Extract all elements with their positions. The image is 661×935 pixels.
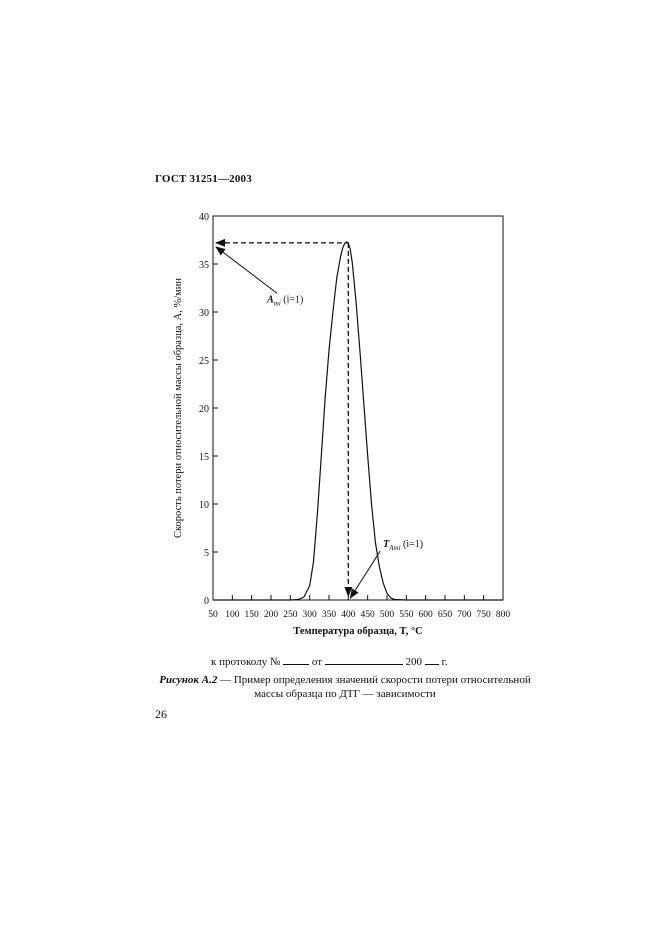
x-tick-label-450: 450 — [361, 610, 376, 620]
y-tick-label-25: 25 — [199, 356, 209, 367]
x-tick-label-50: 50 — [208, 610, 218, 620]
y-tick-label-0: 0 — [204, 596, 209, 607]
caption-label: Рисунок А.2 — [159, 674, 218, 686]
x-tick-label-550: 550 — [399, 610, 414, 620]
annotation-arrow-1 — [349, 550, 381, 599]
y-tick-label-40: 40 — [199, 212, 209, 223]
y-tick-label-20: 20 — [199, 404, 209, 415]
protocol-from-word: от — [311, 656, 323, 668]
x-tick-label-300: 300 — [303, 610, 318, 620]
annotation-label-0: Ami (i=1) — [266, 294, 303, 307]
protocol-year: 200 — [405, 656, 423, 668]
dtg-curve-0 — [213, 241, 503, 601]
x-tick-label-750: 750 — [477, 610, 492, 620]
x-axis-label: Температура образца, T, °C — [293, 626, 423, 637]
annotation-arrow-0 — [215, 246, 278, 294]
x-tick-label-100: 100 — [225, 610, 240, 620]
y-tick-label-10: 10 — [199, 500, 209, 511]
protocol-year-suffix: г. — [441, 656, 448, 668]
y-tick-label-35: 35 — [199, 260, 209, 271]
x-tick-label-400: 400 — [341, 610, 356, 620]
x-tick-label-800: 800 — [496, 610, 511, 620]
x-tick-label-600: 600 — [419, 610, 434, 620]
protocol-prefix: к протоколу № — [211, 656, 281, 668]
x-tick-label-700: 700 — [457, 610, 472, 620]
figure-caption: Рисунок А.2 — Пример определения значени… — [150, 673, 540, 701]
protocol-date-blank — [324, 655, 403, 665]
x-tick-label-500: 500 — [380, 610, 395, 620]
y-tick-label-5: 5 — [204, 548, 209, 559]
y-axis-label: Скорость потери относительной массы обра… — [173, 278, 184, 538]
annotation-label-1: TAmi (i=1) — [383, 539, 423, 552]
x-tick-label-350: 350 — [322, 610, 337, 620]
caption-text: — Пример определения значений скорости п… — [217, 674, 531, 700]
x-tick-label-650: 650 — [438, 610, 453, 620]
x-tick-label-200: 200 — [264, 610, 279, 620]
protocol-number-blank — [283, 655, 310, 665]
page-number: 26 — [155, 707, 167, 721]
plot-frame — [212, 215, 504, 601]
y-tick-label-15: 15 — [199, 452, 209, 463]
protocol-year-blank — [424, 655, 439, 665]
protocol-line: к протоколу № от 200 г. — [211, 655, 448, 668]
document-header: ГОСТ 31251—2003 — [155, 173, 252, 185]
x-tick-label-150: 150 — [245, 610, 260, 620]
y-tick-label-30: 30 — [199, 308, 209, 319]
x-tick-label-250: 250 — [283, 610, 298, 620]
